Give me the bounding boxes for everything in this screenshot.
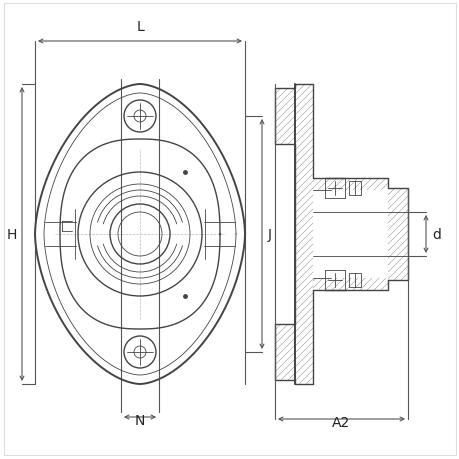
Bar: [348, 274, 360, 287]
Text: L: L: [136, 20, 144, 34]
Text: H: H: [7, 228, 17, 241]
Text: A2: A2: [332, 415, 350, 429]
Text: N: N: [134, 413, 145, 427]
Text: J: J: [268, 228, 271, 241]
Text: d: d: [431, 228, 440, 241]
Bar: [348, 182, 360, 196]
